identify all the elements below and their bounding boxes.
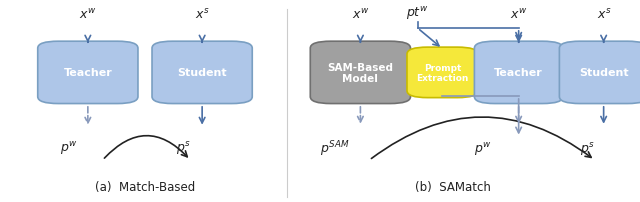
Text: Teacher: Teacher bbox=[494, 68, 543, 78]
Text: (a)  Match-Based: (a) Match-Based bbox=[95, 180, 195, 193]
Text: $x^w$: $x^w$ bbox=[79, 8, 97, 22]
Text: (b)  SAMatch: (b) SAMatch bbox=[415, 180, 491, 193]
FancyBboxPatch shape bbox=[474, 42, 563, 104]
Text: Prompt
Extraction: Prompt Extraction bbox=[416, 63, 468, 83]
Text: Student: Student bbox=[177, 68, 227, 78]
Text: $x^w$: $x^w$ bbox=[510, 8, 527, 22]
Text: $x^s$: $x^s$ bbox=[195, 8, 210, 22]
Text: $x^s$: $x^s$ bbox=[596, 8, 611, 22]
Text: $p^w$: $p^w$ bbox=[60, 139, 77, 156]
FancyBboxPatch shape bbox=[407, 48, 478, 98]
Text: Teacher: Teacher bbox=[63, 68, 112, 78]
FancyArrowPatch shape bbox=[371, 117, 591, 159]
Text: SAM-Based
Model: SAM-Based Model bbox=[328, 62, 394, 84]
Text: $p^{SAM}$: $p^{SAM}$ bbox=[319, 139, 349, 158]
Text: $p^w$: $p^w$ bbox=[474, 140, 492, 157]
Text: $x^w$: $x^w$ bbox=[352, 8, 369, 22]
Text: $p^s$: $p^s$ bbox=[175, 139, 191, 156]
FancyArrowPatch shape bbox=[104, 136, 188, 158]
FancyBboxPatch shape bbox=[559, 42, 640, 104]
Text: $p^s$: $p^s$ bbox=[580, 140, 595, 157]
FancyBboxPatch shape bbox=[310, 42, 410, 104]
Text: $pt^w$: $pt^w$ bbox=[406, 5, 429, 22]
Text: Student: Student bbox=[579, 68, 628, 78]
FancyBboxPatch shape bbox=[152, 42, 252, 104]
FancyBboxPatch shape bbox=[38, 42, 138, 104]
